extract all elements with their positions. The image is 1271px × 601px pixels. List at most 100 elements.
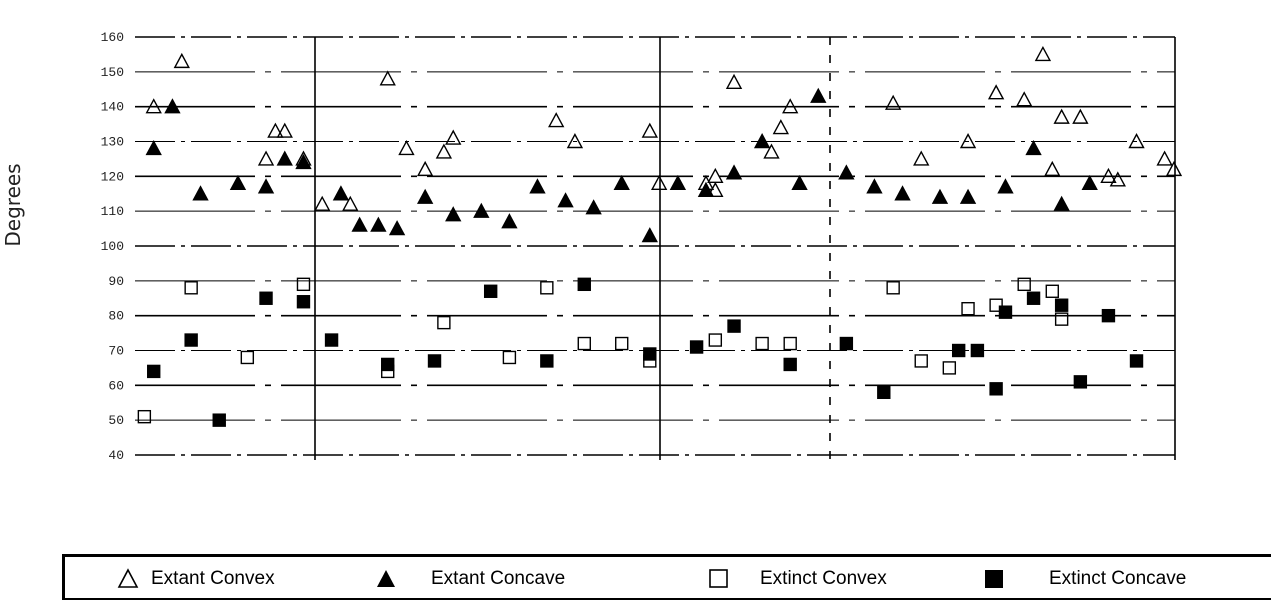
filled-square-point: [1101, 308, 1116, 323]
open-triangle-point: [1053, 108, 1070, 124]
filled-triangle-point: [276, 150, 293, 166]
open-triangle-point: [913, 150, 930, 166]
open-square-point: [615, 336, 629, 351]
y-tick-label: 130: [101, 135, 124, 150]
filled-triangle-point: [229, 174, 247, 191]
open-triangle-point: [435, 143, 453, 159]
filled-square-point: [1129, 354, 1144, 368]
filled-triangle-point: [894, 185, 911, 201]
open-square-icon: [709, 569, 728, 588]
open-square-point: [755, 336, 769, 351]
filled-triangle-point: [613, 174, 630, 191]
open-triangle-point: [987, 84, 1005, 100]
filled-square-point: [147, 364, 161, 379]
filled-triangle-point: [1025, 139, 1042, 156]
open-square-point: [437, 315, 451, 330]
filled-triangle-point: [416, 188, 434, 204]
open-triangle-point: [641, 122, 658, 138]
filled-triangle-point: [1053, 195, 1070, 211]
legend-item-extant-concave: Extant Concave: [375, 557, 565, 601]
open-square-point: [783, 336, 797, 351]
open-square-point: [708, 333, 723, 347]
open-square-point: [961, 302, 975, 316]
open-square-point: [296, 277, 311, 292]
open-triangle-point: [398, 139, 415, 156]
legend-label: Extant Convex: [151, 568, 275, 589]
filled-square-point: [1054, 298, 1069, 312]
filled-square-icon: [985, 570, 1003, 588]
filled-square-point: [324, 333, 339, 347]
filled-triangle-point: [557, 192, 574, 208]
filled-triangle-point: [725, 164, 743, 180]
legend-item-extant-convex: Extant Convex: [117, 557, 275, 601]
open-square-point: [914, 354, 928, 368]
open-triangle-point: [445, 129, 462, 145]
filled-triangle-point: [445, 206, 462, 222]
filled-triangle-icon: [377, 570, 395, 587]
filled-square-point: [1026, 291, 1041, 305]
open-triangle-point: [267, 122, 284, 138]
filled-triangle-point: [473, 202, 490, 218]
filled-triangle-point: [641, 227, 658, 243]
open-square-point: [137, 409, 152, 424]
filled-square-point: [877, 385, 891, 399]
filled-square-point: [427, 354, 442, 368]
open-square-point: [540, 281, 554, 295]
open-triangle-point: [782, 98, 799, 114]
open-triangle-point: [1072, 108, 1089, 124]
open-square-point: [989, 298, 1003, 312]
filled-square-point: [381, 357, 395, 372]
open-triangle-icon: [117, 568, 139, 588]
open-square-point: [577, 336, 591, 351]
open-square-point: [1054, 312, 1069, 326]
filled-triangle-point: [145, 139, 162, 156]
y-tick-label: 70: [108, 344, 124, 359]
filled-square-point: [951, 343, 966, 358]
filled-triangle-point: [501, 213, 518, 229]
filled-square-point: [212, 413, 226, 427]
open-triangle-point: [959, 133, 977, 149]
filled-square-point: [296, 295, 311, 309]
filled-triangle-point: [585, 199, 602, 215]
filled-triangle-point: [931, 188, 949, 204]
open-square-point: [1017, 277, 1031, 292]
filled-triangle-point: [866, 178, 883, 194]
filled-square-point: [727, 319, 741, 333]
y-tick-label: 160: [101, 30, 124, 45]
open-triangle-point: [566, 133, 584, 149]
filled-triangle-point: [351, 216, 368, 232]
open-triangle-point: [342, 195, 359, 211]
filled-triangle-point: [192, 185, 209, 201]
open-square-point: [502, 350, 517, 365]
open-triangle-point: [1044, 160, 1061, 177]
filled-triangle-point: [332, 185, 350, 201]
open-triangle-point: [884, 94, 902, 110]
filled-triangle-point: [697, 181, 715, 197]
y-tick-label: 140: [101, 100, 124, 115]
open-triangle-point: [1128, 133, 1145, 149]
filled-square-point: [689, 340, 704, 354]
y-tick-label: 50: [108, 413, 124, 428]
filled-triangle-point: [370, 216, 387, 232]
filled-triangle-point: [1081, 174, 1098, 191]
filled-square-point: [643, 347, 657, 361]
open-triangle-point: [257, 150, 275, 166]
data-marks: [137, 45, 1183, 427]
legend-label: Extant Concave: [431, 568, 566, 589]
legend-label: Extinct Convex: [760, 568, 887, 589]
legend-label: Extinct Concave: [1049, 568, 1187, 589]
open-triangle-point: [650, 174, 668, 191]
open-triangle-point: [1109, 171, 1126, 187]
y-tick-labels: 160 150 140 130 120 110 100 90 80 70 60 50 40: [101, 30, 124, 463]
filled-square-point: [970, 343, 985, 358]
filled-square-point: [839, 336, 854, 351]
y-axis-label: Degrees: [1, 163, 25, 246]
filled-triangle-point: [810, 87, 827, 103]
open-triangle-point: [1156, 150, 1173, 166]
open-triangle-point: [145, 98, 162, 114]
open-triangle-point: [763, 143, 780, 159]
open-square-point: [184, 281, 198, 295]
y-tick-label: 110: [101, 204, 124, 219]
open-triangle-point: [1016, 91, 1033, 107]
open-square-point: [886, 281, 900, 295]
